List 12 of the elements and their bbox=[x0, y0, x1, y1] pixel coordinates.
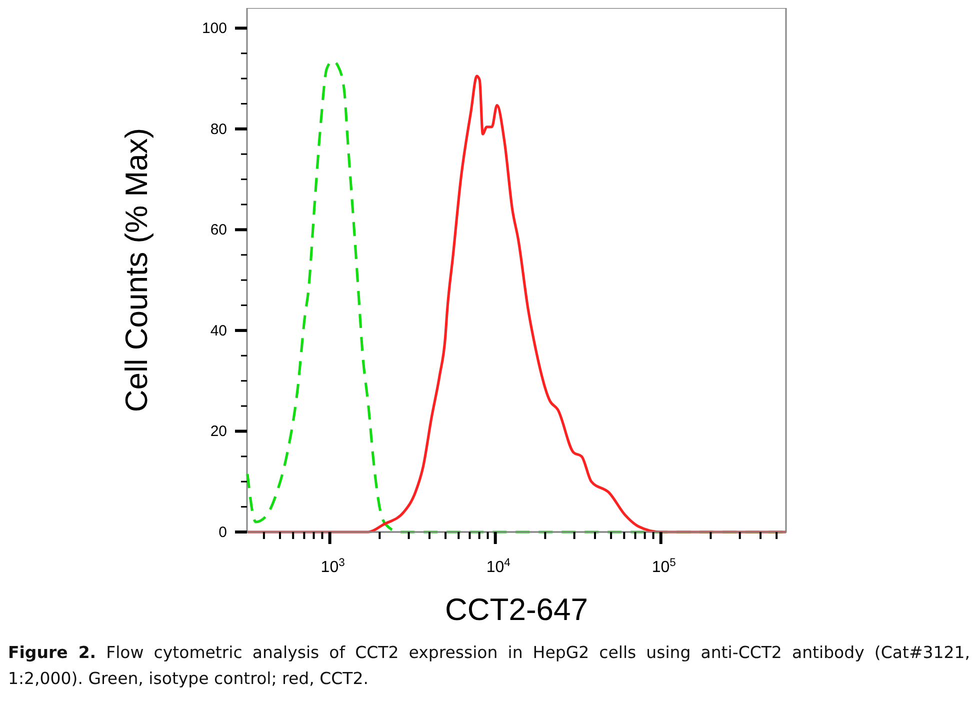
y-axis-title: Cell Counts (% Max) bbox=[119, 128, 154, 412]
y-tick-label: 80 bbox=[210, 120, 227, 138]
y-tick-label: 60 bbox=[210, 222, 227, 239]
y-tick-label: 100 bbox=[202, 20, 227, 38]
x-tick-label: 10$^{3}$ bbox=[320, 557, 345, 576]
x-tick-label: 10$^{4}$ bbox=[486, 557, 510, 576]
y-tick-label: 0 bbox=[218, 524, 227, 541]
y-tick-label: 40 bbox=[210, 322, 227, 340]
x-tick-label: 10$^{5}$ bbox=[652, 557, 676, 576]
caption: Figure 2. Flow cytometric analysis of CCT2 expression in HepG2 cells using anti-CCT2 antibody (Cat#3121, 1:2,000). Green, isotype control; red, CCT2. bbox=[8, 642, 970, 690]
x-axis-title: CCT2-647 bbox=[445, 592, 588, 627]
y-tick-label: 20 bbox=[210, 423, 227, 440]
